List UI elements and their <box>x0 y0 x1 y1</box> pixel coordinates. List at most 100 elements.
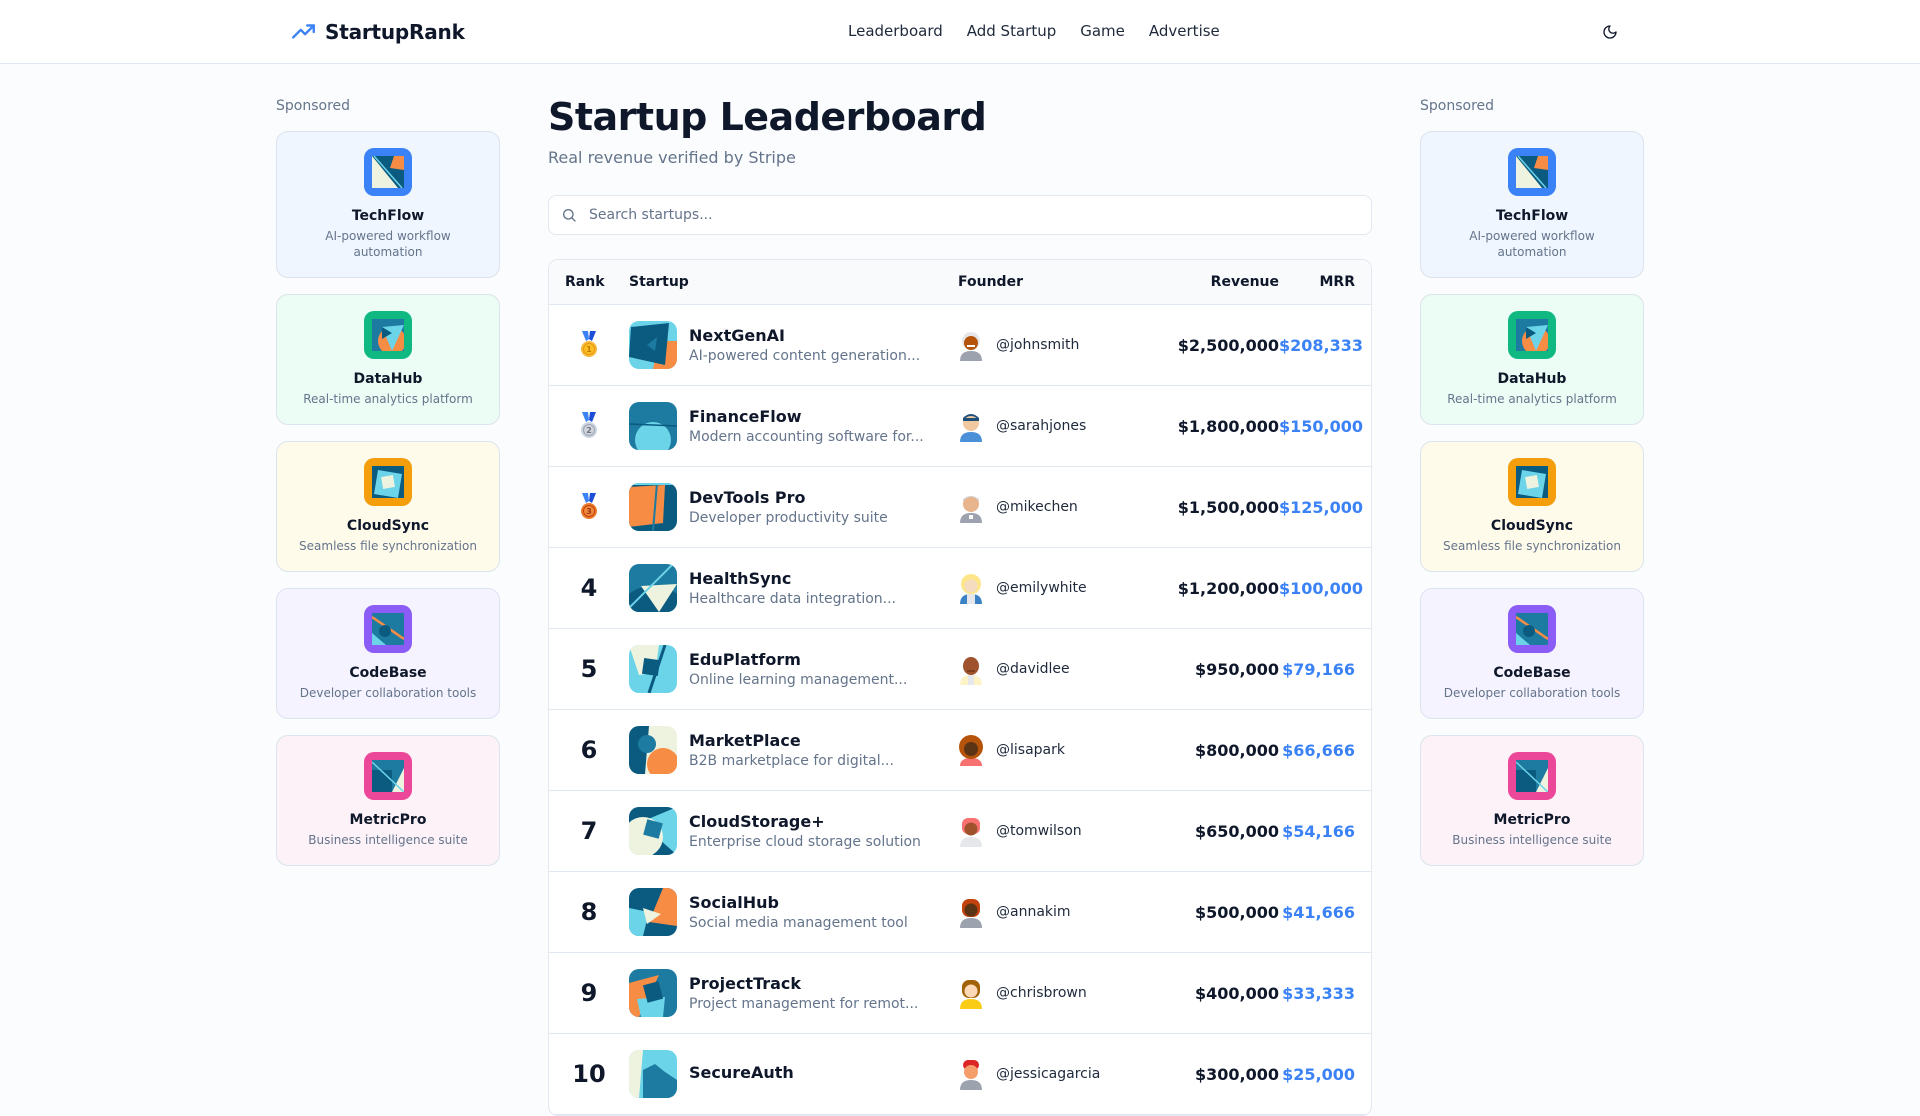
svg-text:3: 3 <box>586 507 592 516</box>
table-row[interactable]: 2 FinanceFlow Modern accounting software … <box>549 386 1371 467</box>
startup-name[interactable]: NextGenAI <box>689 326 785 345</box>
search-box[interactable] <box>548 195 1372 235</box>
table-row[interactable]: 4 HealthSync Healthcare data integration.… <box>549 548 1371 629</box>
top-navbar: StartupRank Leaderboard Add Startup Game… <box>0 0 1920 64</box>
moon-icon <box>1603 25 1617 39</box>
nav-add-startup[interactable]: Add Startup <box>966 22 1057 40</box>
table-row[interactable]: 5 EduPlatform Online learning management.… <box>549 629 1371 710</box>
startup-name[interactable]: EduPlatform <box>689 650 801 669</box>
sponsor-desc: Seamless file synchronization <box>1443 539 1621 553</box>
main-content: Startup Leaderboard Real revenue verifie… <box>548 94 1372 1116</box>
founder-handle[interactable]: @johnsmith <box>996 337 1080 353</box>
sponsor-name: DataHub <box>353 371 423 387</box>
nav-leaderboard[interactable]: Leaderboard <box>848 22 943 40</box>
founder-avatar <box>960 980 982 1009</box>
nav-advertise[interactable]: Advertise <box>1148 22 1220 40</box>
startup-logo <box>629 807 677 855</box>
startup-logo <box>629 645 677 693</box>
startup-logo <box>629 1050 677 1098</box>
column-header-revenue[interactable]: Revenue <box>1210 274 1279 290</box>
mrr-value: $79,166 <box>1282 659 1355 679</box>
startup-desc: Social media management tool <box>689 915 908 931</box>
sponsor-desc: AI-powered workflow automation <box>1469 229 1595 259</box>
founder-handle[interactable]: @annakim <box>996 904 1071 920</box>
founder-avatar <box>960 657 982 685</box>
sponsor-card-codebase[interactable]: CodeBase Developer collaboration tools <box>1420 588 1644 719</box>
sponsor-card-codebase[interactable]: CodeBase Developer collaboration tools <box>276 588 500 719</box>
startup-name[interactable]: ProjectTrack <box>689 974 802 993</box>
founder-handle[interactable]: @davidlee <box>996 661 1070 677</box>
founder-avatar <box>960 496 982 523</box>
mrr-value: $100,000 <box>1279 578 1364 598</box>
startup-name[interactable]: HealthSync <box>689 569 792 588</box>
mrr-value: $208,333 <box>1279 335 1364 355</box>
sponsor-card-datahub[interactable]: DataHub Real-time analytics platform <box>1420 294 1644 425</box>
search-input[interactable] <box>589 207 1371 223</box>
nav-game[interactable]: Game <box>1080 22 1125 40</box>
gold-medal-icon: 1 <box>565 331 613 359</box>
startup-name[interactable]: SocialHub <box>689 893 779 912</box>
sponsor-desc: Real-time analytics platform <box>1447 392 1617 406</box>
startup-desc: Project management for remot... <box>689 996 919 1012</box>
main-nav: Leaderboard Add Startup Game Advertise <box>848 22 1220 40</box>
sponsor-card-cloudsync[interactable]: CloudSync Seamless file synchronization <box>1420 441 1644 572</box>
startup-logo <box>629 564 677 612</box>
revenue-value: $650,000 <box>1194 821 1279 841</box>
mrr-value: $33,333 <box>1282 983 1355 1003</box>
sponsor-card-metricpro[interactable]: MetricPro Business intelligence suite <box>276 735 500 866</box>
column-header-startup[interactable]: Startup <box>629 274 689 290</box>
sponsor-name: MetricPro <box>349 812 427 828</box>
startup-name[interactable]: DevTools Pro <box>689 488 806 507</box>
rank-number: 10 <box>572 1060 606 1088</box>
column-header-rank[interactable]: Rank <box>565 274 605 290</box>
sponsor-name: DataHub <box>1497 371 1567 387</box>
startup-desc: Online learning management... <box>689 672 908 688</box>
founder-handle[interactable]: @lisapark <box>996 742 1065 758</box>
founder-handle[interactable]: @mikechen <box>996 499 1078 515</box>
startup-name[interactable]: FinanceFlow <box>689 407 802 426</box>
table-row[interactable]: 9 ProjectTrack Project management for rem… <box>549 953 1371 1034</box>
founder-avatar <box>960 414 982 442</box>
sponsor-desc: Business intelligence suite <box>1452 833 1612 847</box>
column-header-mrr[interactable]: MRR <box>1319 274 1356 290</box>
startup-logo <box>629 888 677 936</box>
startup-logo <box>629 321 677 369</box>
table-row[interactable]: 3 DevTools Pro Developer productivity sui… <box>549 467 1371 548</box>
table-row[interactable]: 10 SecureAuth @jessicagarcia $300,000 $2… <box>549 1034 1371 1115</box>
revenue-value: $800,000 <box>1194 740 1279 760</box>
brand-logo[interactable]: StartupRank <box>291 19 465 45</box>
sponsor-logo <box>364 605 412 653</box>
sponsor-logo <box>1508 605 1556 653</box>
startup-name[interactable]: SecureAuth <box>689 1063 794 1082</box>
founder-avatar <box>960 332 982 361</box>
startup-logo <box>629 726 677 774</box>
sponsor-card-cloudsync[interactable]: CloudSync Seamless file synchronization <box>276 441 500 572</box>
startup-desc: B2B marketplace for digital... <box>689 753 894 769</box>
founder-avatar <box>960 899 982 928</box>
sponsor-card-metricpro[interactable]: MetricPro Business intelligence suite <box>1420 735 1644 866</box>
sponsor-card-datahub[interactable]: DataHub Real-time analytics platform <box>276 294 500 425</box>
founder-handle[interactable]: @sarahjones <box>996 418 1087 434</box>
sponsor-name: TechFlow <box>1495 208 1569 224</box>
silver-medal-icon: 2 <box>565 412 613 440</box>
svg-text:2: 2 <box>586 426 592 435</box>
sponsor-name: CodeBase <box>349 665 427 681</box>
table-row[interactable]: 6 MarketPlace B2B marketplace for digital… <box>549 710 1371 791</box>
founder-handle[interactable]: @jessicagarcia <box>996 1066 1101 1082</box>
column-header-founder[interactable]: Founder <box>958 274 1023 290</box>
founder-handle[interactable]: @emilywhite <box>996 580 1087 596</box>
rank-number: 4 <box>580 574 598 602</box>
table-row[interactable]: 1 NextGenAI AI-powered content generation… <box>549 305 1371 386</box>
table-row[interactable]: 8 SocialHub Social media management tool … <box>549 872 1371 953</box>
startup-name[interactable]: MarketPlace <box>689 731 801 750</box>
sponsor-logo <box>364 148 412 196</box>
theme-toggle-button[interactable] <box>1598 20 1622 44</box>
startup-name[interactable]: CloudStorage+ <box>689 812 825 831</box>
sponsored-label: Sponsored <box>1420 98 1495 114</box>
sponsor-card-techflow[interactable]: TechFlow AI-powered workflow automation <box>1420 131 1644 278</box>
founder-handle[interactable]: @chrisbrown <box>996 985 1087 1001</box>
founder-handle[interactable]: @tomwilson <box>996 823 1082 839</box>
sponsor-card-techflow[interactable]: TechFlow AI-powered workflow automation <box>276 131 500 278</box>
svg-text:1: 1 <box>586 345 592 354</box>
table-row[interactable]: 7 CloudStorage+ Enterprise cloud storage … <box>549 791 1371 872</box>
